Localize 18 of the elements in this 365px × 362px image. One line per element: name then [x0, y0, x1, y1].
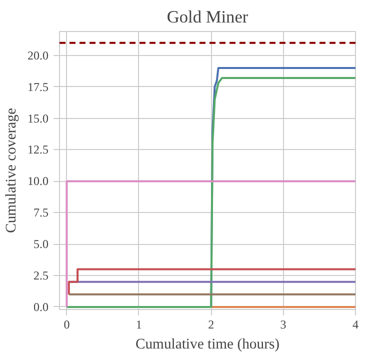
x-tick-label: 4	[352, 318, 358, 332]
y-axis-title: Cumulative coverage	[4, 108, 20, 233]
x-axis-title: Cumulative time (hours)	[135, 336, 280, 352]
y-tick-label: 15.0	[28, 111, 48, 126]
y-tick-label: 17.5	[28, 80, 48, 94]
y-tick-label: 12.5	[28, 142, 48, 157]
x-tick-label: 0	[64, 318, 70, 332]
x-tick-label: 3	[280, 318, 286, 332]
x-tick-label: 1	[136, 318, 142, 332]
y-tick-label: 5.0	[34, 237, 48, 252]
x-tick-label: 2	[208, 318, 214, 332]
y-tick-label: 2.5	[34, 268, 48, 283]
chart-title: Gold Miner	[166, 8, 248, 26]
y-tick-label: 20.0	[28, 48, 48, 62]
line-series	[66, 77, 356, 308]
y-tick-label: 7.5	[34, 206, 48, 220]
y-tick-label: 10.0	[28, 174, 48, 188]
y-tick-label: 0.0	[34, 300, 48, 314]
